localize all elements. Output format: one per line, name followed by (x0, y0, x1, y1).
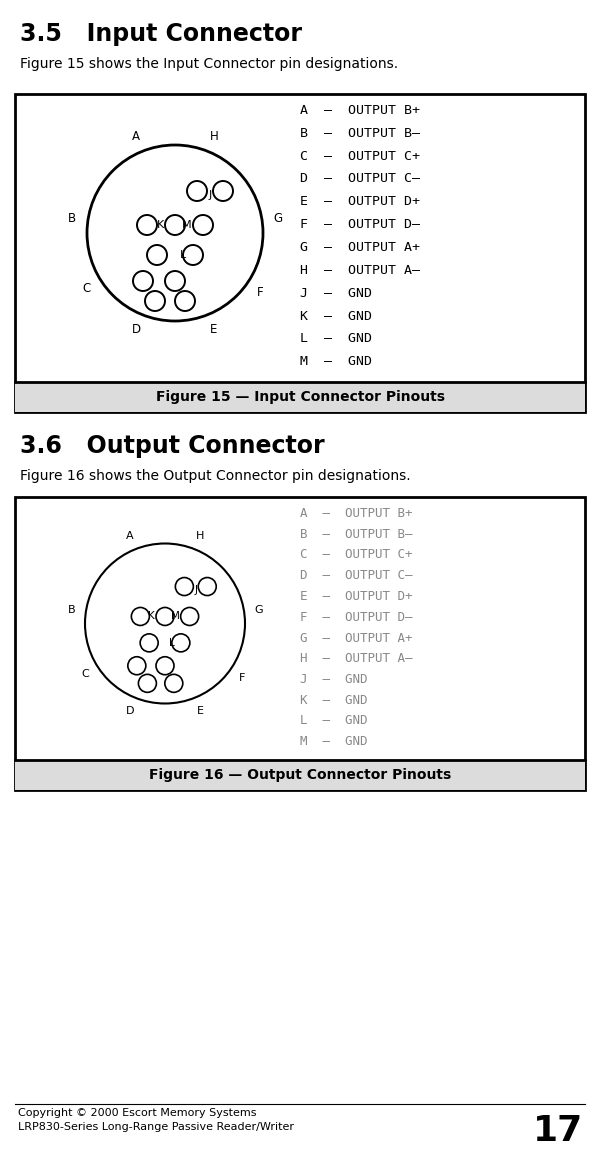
Text: J: J (208, 191, 212, 200)
Text: F  –  OUTPUT D–: F – OUTPUT D– (300, 218, 420, 231)
Bar (15, 382, 585, 413)
Text: J: J (194, 584, 197, 595)
Text: Figure 16 — Output Connector Pinouts: Figure 16 — Output Connector Pinouts (149, 768, 451, 782)
Text: F  –  OUTPUT D–: F – OUTPUT D– (300, 611, 413, 624)
Text: 3.5   Input Connector: 3.5 Input Connector (20, 22, 302, 46)
Text: F: F (239, 673, 245, 682)
Text: K: K (157, 220, 164, 230)
Text: D: D (131, 323, 140, 336)
Text: D: D (125, 706, 134, 716)
Text: Figure 15 shows the Input Connector pin designations.: Figure 15 shows the Input Connector pin … (20, 57, 398, 71)
Text: Copyright © 2000 Escort Memory Systems: Copyright © 2000 Escort Memory Systems (18, 1109, 257, 1118)
Text: A: A (132, 130, 140, 143)
Text: M  –  GND: M – GND (300, 356, 372, 368)
Text: D  –  OUTPUT C–: D – OUTPUT C– (300, 569, 413, 582)
Text: L  –  GND: L – GND (300, 332, 372, 345)
Text: G  –  OUTPUT A+: G – OUTPUT A+ (300, 241, 420, 254)
Text: H  –  OUTPUT A–: H – OUTPUT A– (300, 264, 420, 277)
Text: Figure 15 — Input Connector Pinouts: Figure 15 — Input Connector Pinouts (155, 390, 445, 404)
Text: M  –  GND: M – GND (300, 736, 367, 748)
Text: J  –  GND: J – GND (300, 673, 367, 686)
Text: G: G (254, 605, 263, 616)
Text: Figure 16 shows the Output Connector pin designations.: Figure 16 shows the Output Connector pin… (20, 469, 410, 483)
Text: G  –  OUTPUT A+: G – OUTPUT A+ (300, 631, 413, 645)
Text: E: E (197, 706, 204, 716)
Text: A: A (126, 531, 133, 541)
Text: G: G (273, 211, 283, 225)
Text: E  –  OUTPUT D+: E – OUTPUT D+ (300, 195, 420, 208)
Bar (15, 94, 585, 413)
Text: B  –  OUTPUT B–: B – OUTPUT B– (300, 528, 413, 540)
Text: C  –  OUTPUT C+: C – OUTPUT C+ (300, 150, 420, 163)
Text: M: M (171, 611, 180, 622)
Text: B  –  OUTPUT B–: B – OUTPUT B– (300, 127, 420, 139)
Text: A  –  OUTPUT B+: A – OUTPUT B+ (300, 507, 413, 521)
Text: A  –  OUTPUT B+: A – OUTPUT B+ (300, 105, 420, 117)
Text: H: H (196, 531, 205, 541)
Text: B: B (68, 211, 76, 225)
Text: E: E (210, 323, 218, 336)
Text: K  –  GND: K – GND (300, 309, 372, 323)
Text: H  –  OUTPUT A–: H – OUTPUT A– (300, 652, 413, 666)
Text: LRP830-Series Long-Range Passive Reader/Writer: LRP830-Series Long-Range Passive Reader/… (18, 1122, 294, 1132)
Text: L  –  GND: L – GND (300, 715, 367, 727)
Text: J  –  GND: J – GND (300, 287, 372, 300)
Text: M: M (182, 220, 192, 230)
Text: C: C (83, 281, 91, 294)
Text: E  –  OUTPUT D+: E – OUTPUT D+ (300, 590, 413, 603)
Bar (15, 760, 585, 790)
Text: L: L (180, 250, 186, 260)
Text: K  –  GND: K – GND (300, 694, 367, 706)
Text: 3.6   Output Connector: 3.6 Output Connector (20, 433, 325, 458)
Text: H: H (209, 130, 218, 143)
Text: D  –  OUTPUT C–: D – OUTPUT C– (300, 172, 420, 186)
Text: L: L (169, 638, 175, 648)
Text: B: B (68, 605, 76, 616)
Bar (15, 497, 585, 790)
Text: K: K (148, 611, 155, 622)
Text: C: C (81, 668, 89, 679)
Text: F: F (257, 286, 263, 299)
Text: C  –  OUTPUT C+: C – OUTPUT C+ (300, 548, 413, 561)
Text: 17: 17 (533, 1114, 583, 1148)
